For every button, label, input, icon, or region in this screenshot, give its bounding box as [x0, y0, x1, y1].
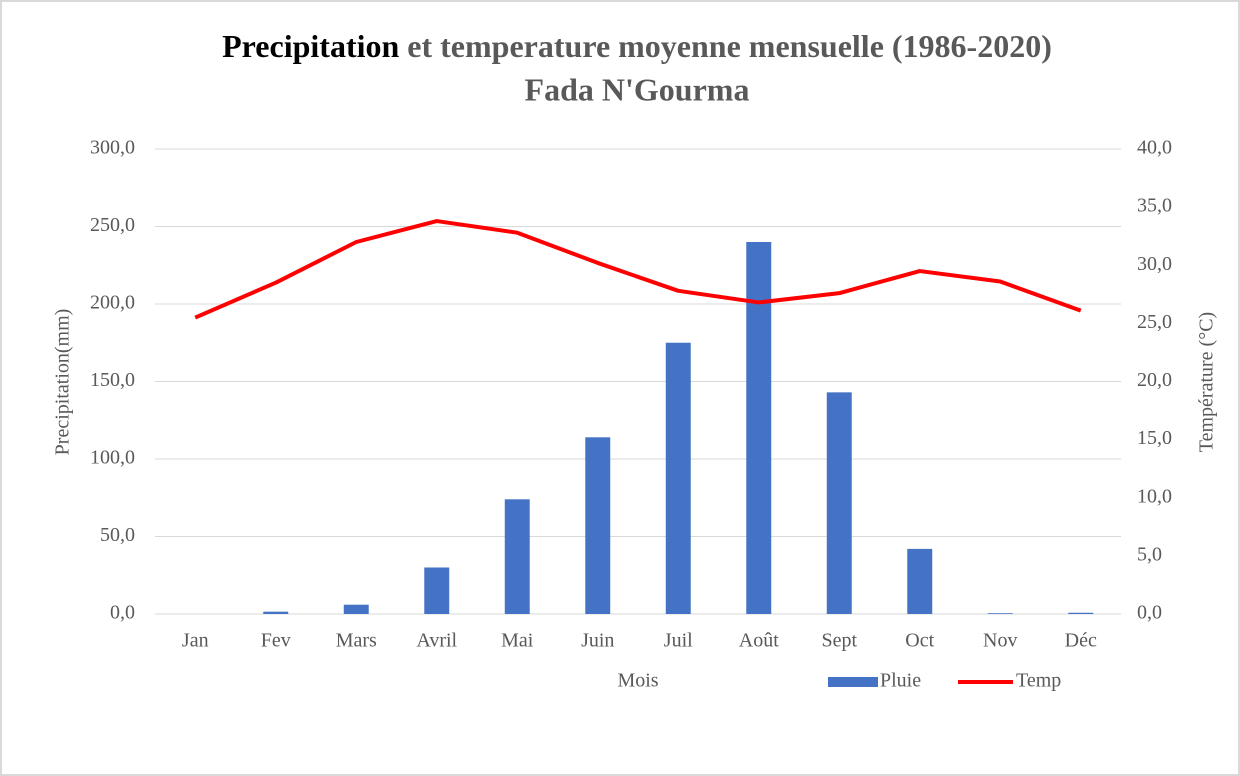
y-tick-label: 50,0 — [100, 524, 135, 546]
legend-label: Temp — [1016, 670, 1061, 692]
x-tick-label: Mai — [501, 630, 534, 652]
title-part: et temperature moyenne mensuelle (1986-2… — [407, 28, 1052, 64]
legend-swatch — [828, 677, 878, 687]
chart-title: Precipitation et temperature moyenne men… — [222, 28, 1052, 64]
x-tick-label: Avril — [416, 630, 457, 652]
bar — [665, 342, 691, 614]
bar — [826, 392, 852, 614]
bar — [343, 604, 369, 614]
x-tick-label: Jan — [182, 630, 209, 652]
legend-label: Pluie — [880, 670, 921, 692]
x-tick-label: Fev — [261, 630, 291, 652]
x-tick-label: Juil — [664, 630, 693, 652]
bar — [1068, 612, 1094, 614]
x-tick-label: Mars — [336, 630, 377, 652]
x-tick-label: Nov — [983, 630, 1017, 652]
x-axis-label: Mois — [617, 670, 658, 692]
y-tick-label: 150,0 — [90, 369, 135, 391]
y2-tick-label: 15,0 — [1137, 427, 1172, 449]
title-part: Precipitation — [222, 28, 399, 64]
bar — [424, 567, 450, 614]
chart-subtitle: Fada N'Gourma — [525, 71, 750, 107]
y-axis-label: Precipitation(mm) — [52, 309, 74, 456]
bar — [585, 437, 611, 614]
y-tick-label: 0,0 — [110, 602, 135, 624]
y2-tick-label: 35,0 — [1137, 195, 1172, 217]
bar — [907, 548, 933, 614]
y2-tick-label: 0,0 — [1137, 602, 1162, 624]
x-tick-label: Août — [739, 630, 779, 652]
y2-tick-label: 40,0 — [1137, 137, 1172, 159]
y2-tick-label: 10,0 — [1137, 485, 1172, 507]
x-tick-label: Sept — [821, 630, 857, 652]
bar — [263, 611, 289, 614]
bar — [987, 613, 1013, 614]
y2-tick-label: 30,0 — [1137, 253, 1172, 275]
bar — [504, 499, 530, 614]
x-tick-label: Déc — [1065, 630, 1097, 652]
y2-axis-label: Température (°C) — [1196, 312, 1218, 452]
y-tick-label: 300,0 — [90, 137, 135, 159]
x-tick-label: Oct — [905, 630, 934, 652]
y2-tick-label: 5,0 — [1137, 543, 1162, 565]
y-tick-label: 100,0 — [90, 447, 135, 469]
y-tick-label: 200,0 — [90, 292, 135, 314]
y-tick-label: 250,0 — [90, 214, 135, 236]
y2-tick-label: 20,0 — [1137, 369, 1172, 391]
y2-tick-label: 25,0 — [1137, 311, 1172, 333]
line — [194, 219, 1082, 320]
bar — [746, 242, 772, 614]
x-tick-label: Juin — [581, 630, 614, 652]
